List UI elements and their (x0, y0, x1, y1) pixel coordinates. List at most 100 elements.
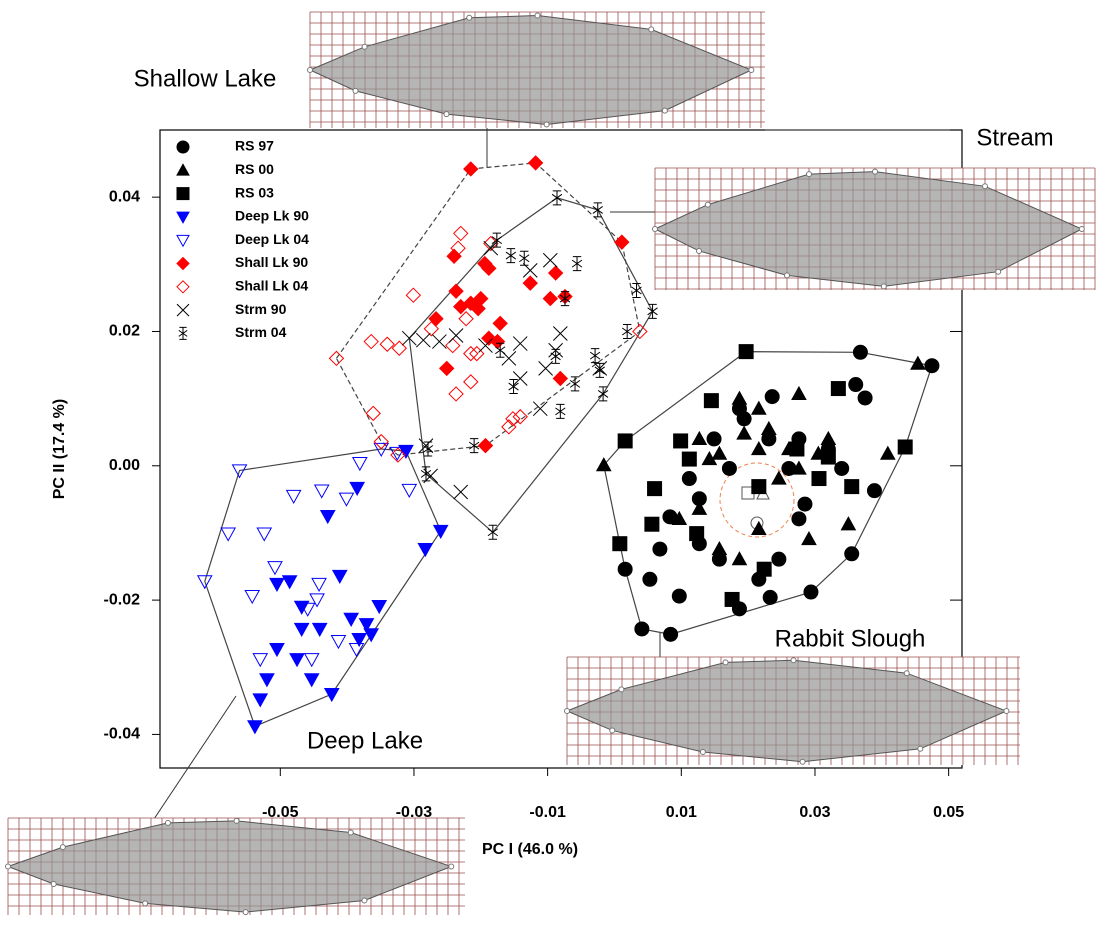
legend-label: RS 00 (235, 161, 274, 177)
point (512, 336, 528, 351)
point (508, 379, 519, 395)
landmark (699, 749, 706, 756)
legend-label: Strm 90 (235, 301, 287, 317)
point (724, 591, 740, 607)
landmark (696, 247, 702, 254)
point (379, 336, 395, 352)
marker-shape (711, 445, 728, 460)
marker-shape (259, 673, 275, 688)
marker-shape (589, 348, 601, 364)
point (791, 460, 807, 475)
marker-shape (468, 438, 480, 454)
marker-shape (309, 593, 325, 608)
point (512, 409, 528, 425)
landmark (448, 863, 455, 870)
point (797, 496, 813, 512)
marker-shape (492, 315, 508, 332)
marker-shape (532, 401, 548, 417)
point (592, 202, 603, 218)
point (791, 385, 807, 401)
marker-shape (328, 350, 345, 367)
legend-label: RS 97 (235, 138, 274, 154)
point (764, 389, 780, 405)
marker-shape (614, 234, 630, 250)
point (244, 589, 261, 605)
marker-shape (176, 163, 190, 176)
point (597, 386, 609, 402)
landmark (917, 745, 924, 752)
marker-shape (848, 377, 864, 393)
point (519, 250, 530, 266)
landmark (142, 900, 149, 907)
marker-shape (363, 628, 380, 643)
point (634, 621, 650, 637)
point (330, 634, 347, 650)
y-tick-label: 0.00 (109, 457, 140, 474)
marker-shape (724, 591, 740, 607)
point (711, 445, 728, 460)
point (512, 371, 528, 386)
point (691, 430, 708, 446)
marker-shape (840, 516, 857, 531)
point (897, 439, 913, 455)
marker-shape (405, 287, 422, 303)
landmark (543, 121, 550, 128)
point (750, 400, 767, 415)
marker-shape (494, 342, 506, 358)
marker-shape (348, 643, 365, 658)
landmark (618, 686, 625, 693)
point (349, 481, 366, 496)
marker-shape (644, 516, 660, 532)
point (771, 551, 787, 567)
point (348, 643, 365, 658)
point (313, 484, 330, 499)
marker-shape (551, 190, 563, 206)
marker-shape (512, 409, 528, 425)
marker-shape (176, 211, 190, 224)
point (673, 433, 689, 449)
marker-shape (176, 256, 190, 271)
legend-marker (176, 187, 190, 201)
marker-shape (647, 303, 658, 319)
point (551, 190, 563, 206)
landmark (790, 657, 797, 664)
marker-shape (289, 653, 305, 668)
marker-shape (349, 481, 366, 496)
marker-shape (379, 336, 395, 352)
point (463, 345, 479, 362)
point (494, 342, 506, 358)
point (285, 489, 302, 505)
marker-shape (176, 187, 190, 201)
point (420, 466, 432, 482)
point (439, 360, 455, 377)
marker-shape (632, 323, 648, 340)
point (293, 600, 310, 615)
landmark (361, 43, 368, 50)
point (571, 256, 583, 272)
point (542, 290, 559, 307)
landmark (233, 817, 240, 824)
point (706, 431, 722, 447)
legend-marker (176, 280, 190, 294)
consensus-circle (719, 462, 795, 538)
marker-shape (470, 300, 486, 317)
marker-shape (453, 298, 469, 315)
marker-shape (463, 345, 479, 362)
point (866, 483, 882, 499)
marker-shape (852, 344, 868, 360)
marker-shape (453, 484, 469, 500)
point (642, 571, 658, 587)
legend-marker (178, 326, 188, 340)
point (453, 298, 469, 315)
legend-label: Deep Lk 90 (235, 208, 309, 224)
marker-shape (738, 344, 754, 360)
marker-shape (293, 600, 310, 615)
landmark (50, 880, 57, 887)
marker-shape (550, 348, 561, 364)
marker-shape (750, 520, 767, 536)
marker-shape (820, 449, 836, 465)
point (303, 673, 320, 688)
point (401, 483, 418, 498)
marker-shape (634, 621, 650, 637)
landmark (59, 844, 66, 851)
